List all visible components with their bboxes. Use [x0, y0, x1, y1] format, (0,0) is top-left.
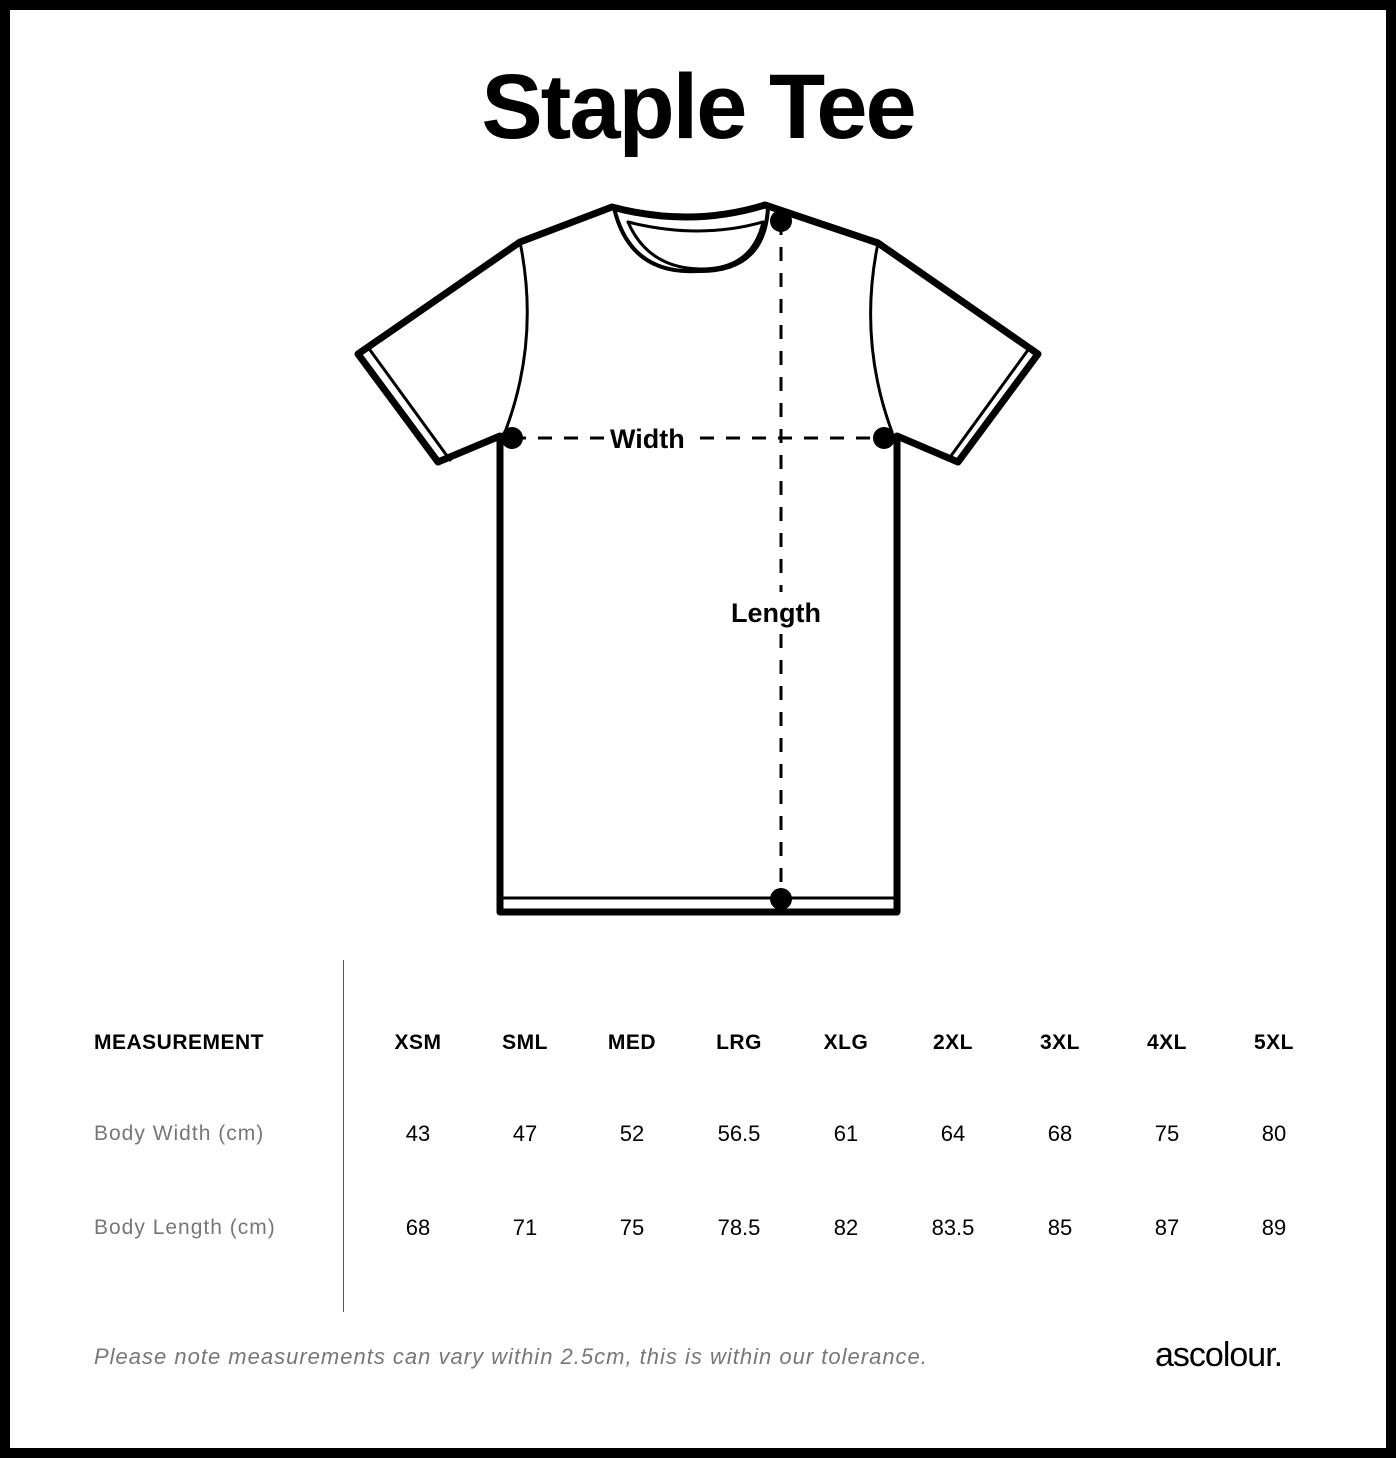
size-header: SML — [502, 1031, 548, 1054]
left-sleeve-hem — [368, 348, 452, 462]
row-label: Body Length (cm) — [94, 1216, 276, 1239]
size-header: XLG — [823, 1031, 869, 1054]
table-cell: 80 — [1261, 1121, 1287, 1146]
page-title: Staple Tee — [481, 56, 916, 158]
length-label: Length — [731, 597, 821, 629]
measure-point — [770, 888, 792, 910]
measure-point — [501, 427, 523, 449]
size-header: 4XL — [1146, 1031, 1187, 1054]
table-cell: 87 — [1154, 1215, 1180, 1240]
table-cell: 71 — [512, 1215, 538, 1240]
table-cell: 75 — [1154, 1121, 1180, 1146]
table-cell: 85 — [1047, 1215, 1073, 1240]
table-cell: 68 — [1047, 1121, 1073, 1146]
left-sleeve-seam — [503, 240, 529, 434]
table-cell: 52 — [619, 1121, 645, 1146]
size-header: XSM — [394, 1031, 442, 1054]
table-cell: 75 — [619, 1215, 645, 1240]
right-sleeve-seam — [869, 241, 894, 434]
right-sleeve-hem — [946, 348, 1030, 462]
table-cell: 61 — [833, 1121, 859, 1146]
size-header: LRG — [716, 1031, 762, 1054]
measure-point — [873, 427, 895, 449]
measure-point — [770, 210, 792, 232]
table-cell: 47 — [512, 1121, 538, 1146]
size-header: 5XL — [1253, 1031, 1294, 1054]
table-cell: 78.5 — [717, 1215, 761, 1240]
table-cell: 83.5 — [931, 1215, 975, 1240]
size-header: 3XL — [1039, 1031, 1080, 1054]
table-cell: 56.5 — [717, 1121, 761, 1146]
width-label: Width — [610, 423, 685, 455]
measurement-header: MEASUREMENT — [94, 1031, 265, 1054]
table-cell: 89 — [1261, 1215, 1287, 1240]
table-divider — [343, 960, 344, 1312]
table-cell: 68 — [405, 1215, 431, 1240]
table-cell: 64 — [940, 1121, 966, 1146]
size-header: MED — [607, 1031, 657, 1054]
row-label: Body Width (cm) — [94, 1122, 265, 1145]
table-cell: 82 — [833, 1215, 859, 1240]
brand-logo: ascolour. — [1155, 1336, 1283, 1374]
tolerance-footnote: Please note measurements can vary within… — [94, 1344, 928, 1369]
tee-outline — [354, 201, 1042, 916]
table-cell: 43 — [405, 1121, 431, 1146]
size-header: 2XL — [932, 1031, 973, 1054]
neck-band-outer — [612, 205, 770, 274]
